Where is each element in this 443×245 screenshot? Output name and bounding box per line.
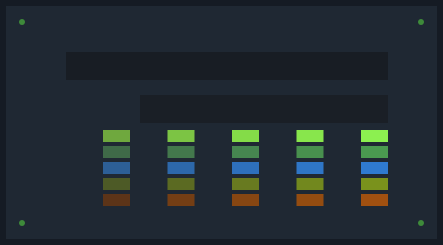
swatch xyxy=(168,162,195,174)
swatch xyxy=(361,146,388,158)
swatch xyxy=(297,194,324,206)
corner-dot xyxy=(19,220,25,226)
corner-dot xyxy=(19,19,25,25)
swatch xyxy=(232,146,259,158)
swatch xyxy=(361,178,388,190)
swatch xyxy=(168,194,195,206)
swatch xyxy=(168,146,195,158)
swatch xyxy=(168,130,195,142)
swatch xyxy=(232,162,259,174)
swatch xyxy=(297,146,324,158)
swatch xyxy=(297,178,324,190)
swatch xyxy=(103,194,130,206)
swatch xyxy=(232,194,259,206)
corner-dot xyxy=(418,19,424,25)
swatch xyxy=(103,162,130,174)
swatch xyxy=(232,130,259,142)
swatch xyxy=(297,162,324,174)
swatch xyxy=(361,130,388,142)
swatch xyxy=(103,146,130,158)
swatch xyxy=(297,130,324,142)
swatch xyxy=(361,162,388,174)
corner-dot xyxy=(418,220,424,226)
swatch xyxy=(103,178,130,190)
screen xyxy=(0,0,443,245)
dark-band xyxy=(66,52,388,80)
dark-band xyxy=(140,95,388,123)
swatch xyxy=(168,178,195,190)
swatch xyxy=(232,178,259,190)
swatch xyxy=(361,194,388,206)
swatch xyxy=(103,130,130,142)
